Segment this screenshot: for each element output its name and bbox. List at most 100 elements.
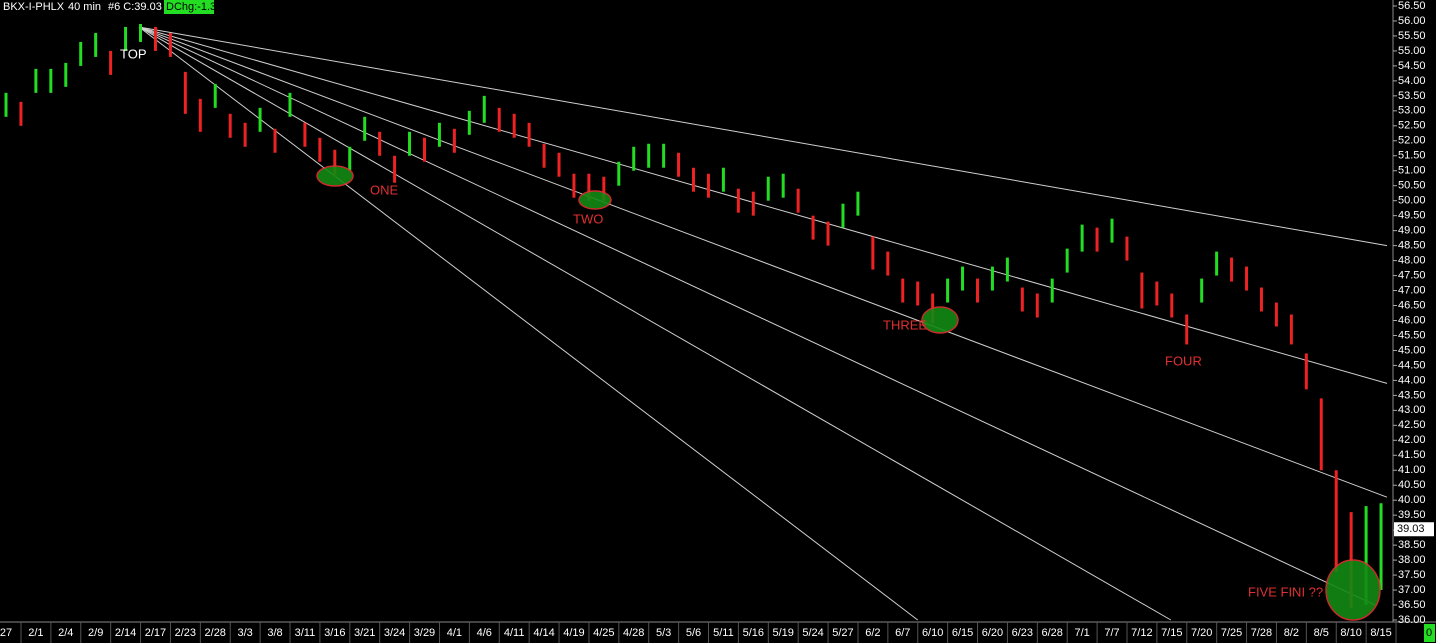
x-tick-label: 5/3 (656, 627, 671, 639)
y-tick-label: 40.50 (1398, 479, 1426, 491)
y-tick-label: 36.00 (1398, 614, 1426, 626)
highlight-ellipse (921, 306, 959, 334)
corner-box (1424, 624, 1435, 642)
x-tick-label: 7/7 (1104, 627, 1119, 639)
x-tick-label: 2/28 (205, 627, 226, 639)
y-tick-label: 40.00 (1398, 494, 1426, 506)
fan-line (138, 26, 1388, 384)
y-tick-label: 42.00 (1398, 434, 1426, 446)
annotation: ONE (370, 182, 399, 197)
y-tick-label: 54.00 (1398, 75, 1426, 87)
y-tick-label: 39.50 (1398, 509, 1426, 521)
x-tick-label: 3/11 (295, 627, 316, 639)
x-tick-label: 4/14 (533, 627, 554, 639)
x-tick-label: 5/16 (743, 627, 764, 639)
y-tick-label: 43.50 (1398, 389, 1426, 401)
x-tick-label: 2/4 (58, 627, 73, 639)
x-tick-label: 6/7 (895, 627, 910, 639)
x-tick-label: 5/24 (802, 627, 823, 639)
change: DChg:-1.31 (166, 1, 222, 13)
x-tick-label: 5/27 (832, 627, 853, 639)
x-tick-label: 4/25 (593, 627, 614, 639)
y-tick-label: 38.00 (1398, 554, 1426, 566)
y-tick-label: 47.00 (1398, 284, 1426, 296)
x-tick-label: 6/15 (952, 627, 973, 639)
x-tick-label: 3/29 (414, 627, 435, 639)
corner-value: 0 (1426, 627, 1432, 639)
fan-line (138, 26, 919, 621)
y-tick-label: 47.50 (1398, 269, 1426, 281)
x-tick-label: 4/6 (477, 627, 492, 639)
y-tick-label: 38.50 (1398, 539, 1426, 551)
y-tick-label: 36.50 (1398, 599, 1426, 611)
x-tick-label: 7/28 (1251, 627, 1272, 639)
y-tick-label: 56.50 (1398, 0, 1426, 12)
x-tick-label: 4/1 (447, 627, 462, 639)
y-tick-label: 44.50 (1398, 359, 1426, 371)
x-tick-label: 7/20 (1191, 627, 1212, 639)
x-tick-label: 3/21 (354, 627, 375, 639)
y-tick-label: 51.00 (1398, 165, 1426, 177)
y-tick-label: 50.50 (1398, 180, 1426, 192)
y-tick-label: 42.50 (1398, 419, 1426, 431)
fan-line (138, 26, 1388, 498)
y-tick-label: 44.00 (1398, 374, 1426, 386)
y-tick-label: 37.50 (1398, 569, 1426, 581)
quote: #6 C:39.03 (108, 1, 162, 13)
fan-line (138, 26, 1172, 621)
y-tick-label: 46.50 (1398, 299, 1426, 311)
x-tick-label: 6/2 (865, 627, 880, 639)
annotation: TWO (573, 211, 603, 226)
y-tick-label: 49.00 (1398, 225, 1426, 237)
annotation: FOUR (1165, 353, 1202, 368)
y-tick-label: 45.50 (1398, 329, 1426, 341)
highlight-ellipse (1325, 559, 1381, 621)
x-tick-label: 5/19 (772, 627, 793, 639)
x-tick-label: 7/15 (1161, 627, 1182, 639)
last-price-box (1394, 522, 1434, 537)
x-tick-label: 8/10 (1340, 627, 1361, 639)
y-tick-label: 46.00 (1398, 314, 1426, 326)
x-tick-label: 2/14 (115, 627, 136, 639)
symbol: BKX-I-PHLX (3, 1, 65, 13)
x-tick-label: 6/20 (982, 627, 1003, 639)
y-tick-label: 53.50 (1398, 90, 1426, 102)
y-tick-label: 55.00 (1398, 45, 1426, 57)
x-tick-label: 2/17 (145, 627, 166, 639)
x-tick-label: 3/3 (237, 627, 252, 639)
y-tick-label: 37.00 (1398, 584, 1426, 596)
highlight-ellipse (578, 190, 612, 210)
x-tick-label: 3/8 (267, 627, 282, 639)
x-tick-label: 6/10 (922, 627, 943, 639)
x-tick-label: 7/12 (1131, 627, 1152, 639)
y-tick-label: 41.50 (1398, 449, 1426, 461)
y-tick-label: 41.00 (1398, 464, 1426, 476)
y-tick-label: 45.00 (1398, 344, 1426, 356)
change-box (164, 0, 214, 14)
annotation: FIVE FINI ?? (1248, 584, 1323, 599)
y-tick-label: 48.50 (1398, 240, 1426, 252)
y-tick-label: 50.00 (1398, 195, 1426, 207)
fan-line (138, 26, 1388, 247)
y-tick-label: 52.00 (1398, 135, 1426, 147)
x-tick-label: 4/28 (623, 627, 644, 639)
annotation: TOP (120, 46, 147, 61)
x-tick-label: 4/19 (563, 627, 584, 639)
annotation: THREE (883, 317, 927, 332)
x-tick-label: 6/28 (1042, 627, 1063, 639)
x-tick-label: 5/6 (686, 627, 701, 639)
x-tick-label: 4/11 (504, 627, 525, 639)
y-tick-label: 56.00 (1398, 15, 1426, 27)
x-tick-label: 2/1 (28, 627, 43, 639)
fan-line (138, 26, 1376, 606)
x-tick-label: 3/24 (384, 627, 405, 639)
x-tick-label: 3/16 (324, 627, 345, 639)
x-tick-label: 2/9 (88, 627, 103, 639)
x-tick-label: 5/11 (713, 627, 734, 639)
y-tick-label: 52.50 (1398, 120, 1426, 132)
interval: 40 min (68, 1, 101, 13)
last-price: 39.03 (1397, 523, 1425, 535)
